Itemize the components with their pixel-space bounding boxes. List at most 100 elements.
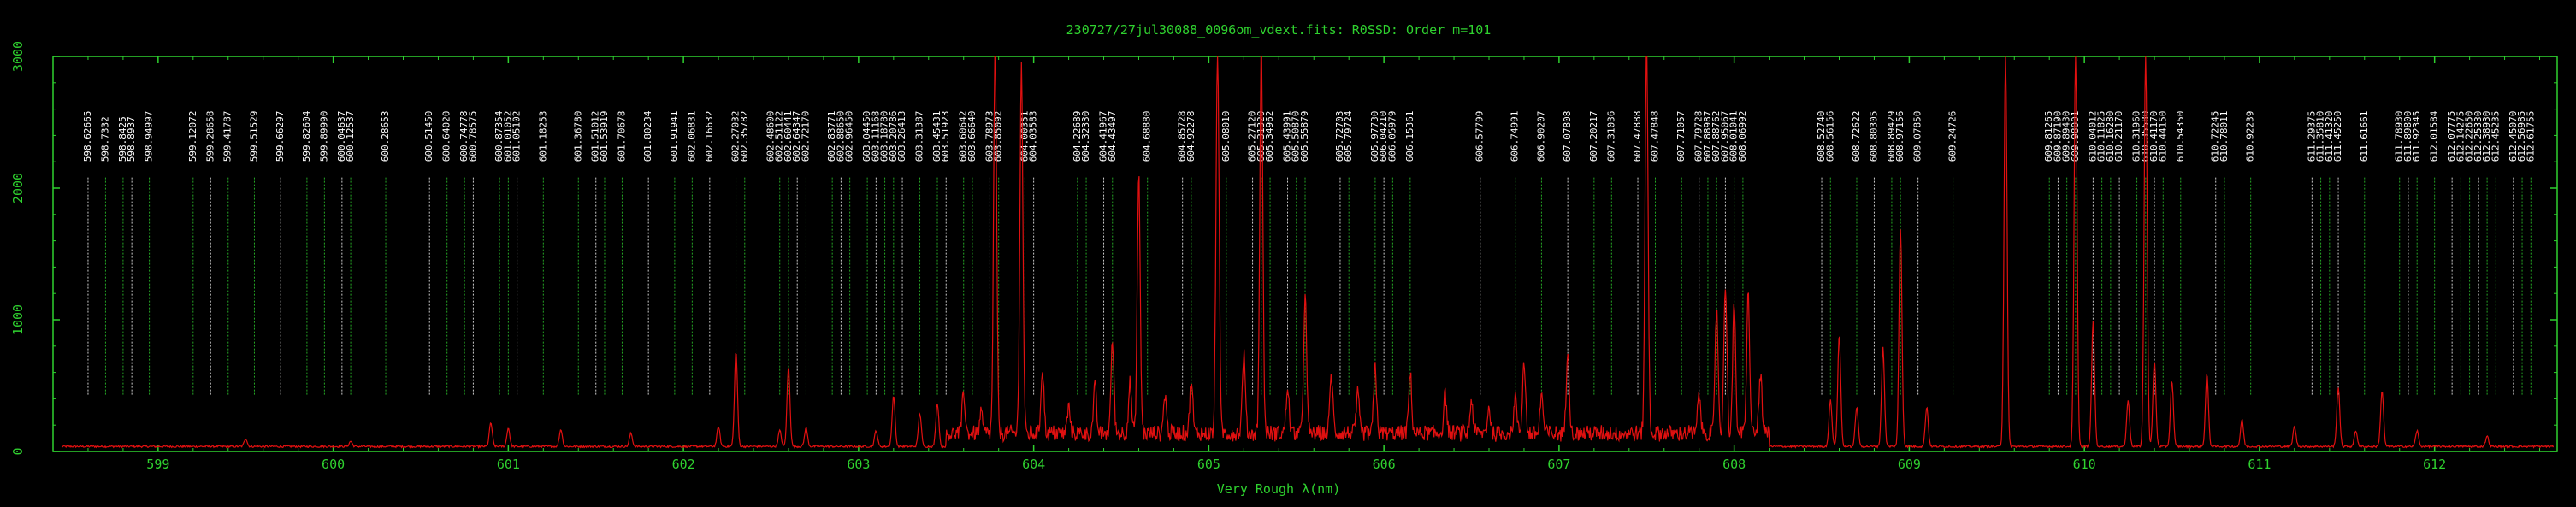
x-tick-label: 600 bbox=[322, 457, 345, 472]
line-marker-label: 608.89429 bbox=[1886, 111, 1897, 162]
x-axis-label: Very Rough λ(nm) bbox=[1217, 481, 1341, 497]
line-marker-label: 603.85092 bbox=[993, 111, 1004, 162]
line-marker-label: 599.51529 bbox=[248, 111, 259, 162]
line-marker-label: 611.45250 bbox=[2332, 111, 2343, 162]
line-marker-label: 605.31320 bbox=[1256, 111, 1267, 162]
line-marker-label: 602.64347 bbox=[791, 111, 802, 162]
line-marker-label: 609.98001 bbox=[2070, 111, 2081, 162]
line-marker-label: 610.11825 bbox=[2096, 111, 2107, 162]
line-marker-label: 603.66640 bbox=[966, 111, 978, 162]
line-marker-label: 607.71057 bbox=[1675, 111, 1687, 162]
line-marker-label: 602.96450 bbox=[844, 111, 855, 162]
line-marker-label: 610.54350 bbox=[2175, 111, 2186, 162]
line-marker-label: 607.79728 bbox=[1693, 111, 1705, 162]
line-marker-label: 611.78930 bbox=[2394, 111, 2405, 162]
x-tick-label: 608 bbox=[1722, 457, 1746, 472]
line-marker-label: 607.20217 bbox=[1588, 111, 1599, 162]
line-marker-label: 600.04637 bbox=[336, 111, 347, 162]
x-tick-label: 604 bbox=[1022, 457, 1045, 472]
line-marker-label: 598.62665 bbox=[82, 111, 93, 162]
line-marker-label: 599.89990 bbox=[318, 111, 329, 162]
line-marker-label: 606.15361 bbox=[1404, 111, 1415, 162]
line-marker-label: 601.36780 bbox=[572, 111, 583, 162]
line-marker-label: 608.01041 bbox=[1728, 111, 1740, 162]
line-marker-label: 598.7332 bbox=[99, 116, 110, 162]
chart-title: 230727/27jul30088_0096om_vdext.fits: R0S… bbox=[1066, 22, 1492, 38]
line-marker-label: 604.92278 bbox=[1185, 111, 1196, 162]
line-marker-label: 599.66297 bbox=[275, 111, 286, 162]
x-tick-label: 606 bbox=[1373, 457, 1396, 472]
line-marker-label: 602.88650 bbox=[835, 111, 846, 162]
line-marker-label: 612.14275 bbox=[2455, 111, 2466, 162]
line-marker-label: 600.87354 bbox=[493, 110, 505, 162]
line-marker-label: 601.51012 bbox=[590, 111, 601, 162]
line-marker-label: 607.47888 bbox=[1632, 111, 1643, 162]
line-marker-label: 604.85728 bbox=[1177, 111, 1188, 162]
line-marker-label: 599.28658 bbox=[204, 111, 216, 162]
line-marker-label: 606.04210 bbox=[1378, 111, 1389, 162]
line-marker-label: 610.44150 bbox=[2157, 111, 2168, 162]
line-marker-label: 612.45070 bbox=[2508, 111, 2519, 162]
line-marker-label: 601.80234 bbox=[642, 110, 653, 162]
line-marker-label: 606.57799 bbox=[1474, 111, 1486, 162]
line-marker-label: 609.89430 bbox=[2061, 111, 2072, 162]
x-tick-label: 609 bbox=[1898, 457, 1921, 472]
line-marker-label: 609.24726 bbox=[1947, 111, 1959, 162]
line-marker-label: 612.56985 bbox=[2516, 111, 2527, 162]
line-marker-label: 607.88762 bbox=[1710, 111, 1722, 162]
line-marker-label: 598.8425 bbox=[117, 116, 128, 162]
line-marker-label: 606.05979 bbox=[1386, 111, 1397, 162]
line-marker-label: 603.51923 bbox=[940, 111, 951, 162]
line-marker-label: 602.06831 bbox=[686, 111, 697, 162]
line-marker-label: 606.74991 bbox=[1510, 111, 1521, 162]
line-marker-label: 601.05102 bbox=[511, 111, 523, 162]
line-marker-label: 610.21170 bbox=[2113, 111, 2124, 162]
line-marker-label: 609.07850 bbox=[1912, 111, 1923, 162]
line-marker-label: 603.11168 bbox=[870, 111, 881, 162]
line-marker-label: 605.79724 bbox=[1343, 110, 1354, 162]
line-marker-label: 598.8937 bbox=[126, 116, 137, 162]
line-marker-label: 609.87190 bbox=[2052, 111, 2063, 162]
line-marker-label: 604.41967 bbox=[1098, 111, 1109, 162]
line-marker-label: 603.04450 bbox=[861, 111, 872, 162]
line-marker-label: 600.78575 bbox=[467, 111, 478, 162]
line-marker-label: 601.18253 bbox=[537, 111, 548, 162]
line-marker-label: 610.31960 bbox=[2131, 111, 2142, 162]
line-marker-label: 611.92345 bbox=[2411, 111, 2422, 162]
line-marker-label: 603.18780 bbox=[879, 111, 890, 162]
line-marker-label: 612.45235 bbox=[2490, 111, 2501, 162]
line-marker-label: 605.72703 bbox=[1334, 111, 1345, 162]
line-marker-label: 608.06992 bbox=[1737, 111, 1748, 162]
line-marker-label: 610.16280 bbox=[2105, 111, 2116, 162]
line-marker-label: 605.27120 bbox=[1247, 111, 1258, 162]
line-marker-label: 603.31387 bbox=[914, 111, 925, 162]
line-marker-label: 598.94997 bbox=[144, 111, 155, 162]
line-marker-label: 609.81265 bbox=[2043, 111, 2054, 162]
line-marker-label: 608.80305 bbox=[1868, 111, 1879, 162]
line-marker-label: 611.29375 bbox=[2306, 111, 2317, 162]
line-marker-label: 612.25330 bbox=[2473, 111, 2484, 162]
x-tick-label: 603 bbox=[847, 457, 870, 472]
line-marker-label: 612.01584 bbox=[2429, 110, 2440, 162]
line-marker-label: 599.12072 bbox=[187, 111, 198, 162]
line-marker-label: 607.31036 bbox=[1605, 111, 1616, 162]
y-tick-label: 1000 bbox=[10, 304, 26, 335]
line-marker-label: 610.04012 bbox=[2087, 111, 2098, 162]
line-marker-label: 603.78973 bbox=[984, 111, 995, 162]
x-tick-label: 601 bbox=[497, 457, 520, 472]
line-marker-label: 607.95067 bbox=[1719, 111, 1730, 162]
line-marker-label: 603.60642 bbox=[958, 111, 969, 162]
line-marker-label: 612.07775 bbox=[2446, 111, 2457, 162]
y-tick-label: 0 bbox=[10, 447, 26, 455]
line-marker-label: 607.88987 bbox=[1702, 111, 1713, 162]
line-marker-label: 608.72622 bbox=[1851, 111, 1862, 162]
line-marker-label: 602.16632 bbox=[704, 111, 715, 162]
line-marker-label: 603.45431 bbox=[931, 111, 942, 162]
line-marker-label: 604.32330 bbox=[1080, 111, 1091, 162]
x-tick-label: 605 bbox=[1197, 457, 1220, 472]
line-marker-label: 604.00351 bbox=[1019, 111, 1030, 162]
line-marker-label: 607.07808 bbox=[1562, 111, 1573, 162]
line-marker-label: 604.43497 bbox=[1107, 111, 1118, 162]
